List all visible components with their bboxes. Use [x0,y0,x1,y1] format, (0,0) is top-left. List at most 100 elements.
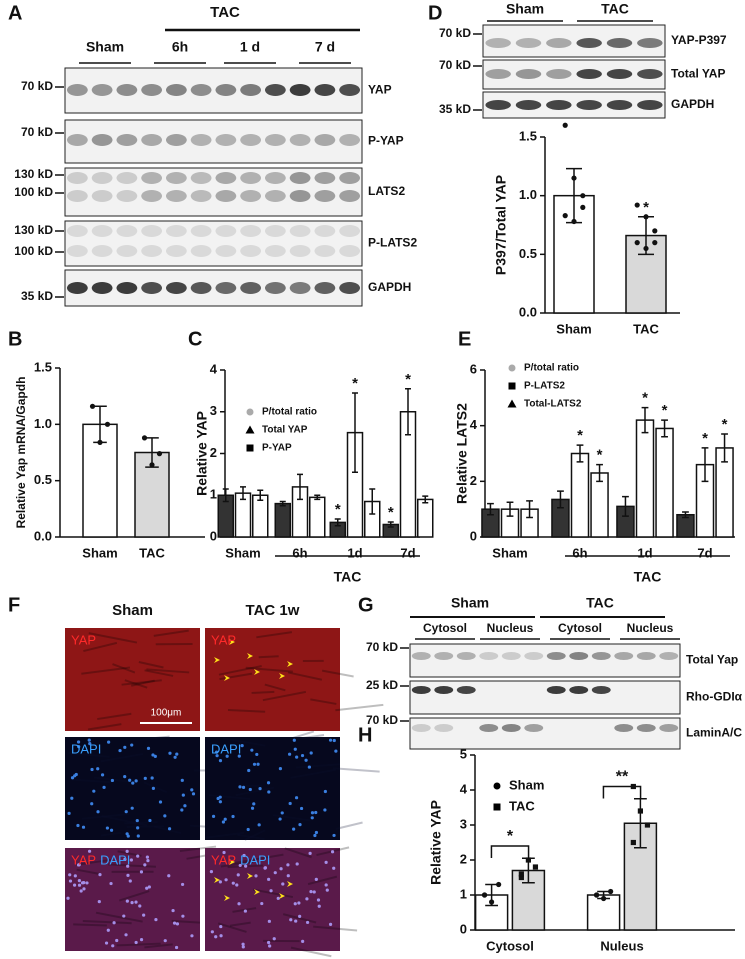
texture [335,703,384,712]
arrowhead [287,661,293,667]
blot-band [165,190,187,202]
arrowhead [229,859,235,865]
blot-band [141,282,163,294]
nucleus [143,863,147,867]
lane-label: TAC [601,1,629,17]
nucleus [328,738,333,742]
y-axis-label: Relative YAP [428,800,444,885]
nucleus [324,860,328,864]
nucleus [125,849,129,853]
data-point [571,175,577,181]
error-bar [641,406,649,434]
blot-band [289,282,311,294]
blot-band [116,245,138,257]
panel-letter: F [8,594,20,616]
blot-band [66,172,88,184]
nucleus [105,826,109,830]
nucleus [68,879,73,883]
nucleus [267,790,271,794]
nucleus [219,924,223,929]
data-point [643,214,649,220]
panel-letter: G [358,594,374,616]
nucleus [247,768,251,773]
legend-marker [246,408,254,416]
x-tick-label: Nuleus [600,938,643,953]
significance: * [335,501,341,518]
blot-band [546,686,566,694]
nucleus [236,873,240,877]
blot-band [141,134,163,146]
y-axis-label: Relative Yap mRNA/Gapdh [14,377,28,529]
channel-label: DAPI [71,741,101,756]
nucleus [181,793,185,797]
texture [81,666,131,675]
x-tick-label: 6h [292,545,307,560]
significance: * [662,402,668,419]
nucleus [68,873,72,877]
nucleus [256,762,260,766]
texture [138,661,164,669]
nucleus [243,909,247,913]
nucleus [238,785,242,789]
significance: * [643,199,649,216]
nucleus [215,754,219,758]
nucleus [307,765,311,769]
blot-band [591,652,611,660]
bar [274,502,291,538]
blot-band [614,724,634,732]
nucleus [218,758,223,763]
error-bar [682,511,689,519]
nucleus [183,804,187,808]
arrowhead [254,889,260,895]
data-point [97,439,103,445]
blot-band [289,84,311,96]
y-tick-label: 0.5 [519,246,537,261]
x-tick-label: TAC [633,321,659,336]
data-point [532,864,539,870]
blot-band [264,172,286,184]
blot-frame [482,24,666,58]
blot-row-label: YAP-P397 [671,33,727,47]
bracket [602,785,642,799]
data-point [571,218,577,225]
nucleus [130,806,134,810]
nucleus [90,802,94,806]
data-point [496,881,502,888]
data-point [104,421,111,427]
marker-label: 70 kD [21,125,53,139]
legend-label: Total-LATS2 [524,399,582,410]
nucleus [295,755,299,759]
lane-label: Cytosol [423,621,467,635]
blot-row-label: Total Yap [686,653,738,667]
blot-frame [409,680,681,715]
blot-band [546,100,572,110]
nucleus [181,914,185,918]
texture [146,668,190,674]
nucleus [216,796,220,801]
data-point [518,871,524,877]
nucleus [268,944,272,948]
data-point [637,808,643,814]
nucleus [293,902,297,906]
texture [251,690,275,694]
nucleus [242,853,246,858]
blot-band [411,724,431,732]
blot-band [215,84,237,96]
blot-band [141,245,163,257]
x-tick-label: Sham [225,545,260,560]
y-tick-label: 1 [210,487,217,502]
blot-band [66,190,88,202]
error-bar [422,495,429,504]
marker-label: 70 kD [366,640,398,654]
nucleus [222,850,226,855]
blot-band [91,282,113,294]
blot-band [165,134,187,146]
blot-frame [409,717,681,750]
nucleus [190,788,194,792]
texture [282,913,317,924]
error-bar [506,501,514,517]
data-point [489,899,495,905]
significance: * [352,375,358,392]
lane-label: 1 d [240,39,260,55]
x-tick-label: 7d [697,545,712,560]
